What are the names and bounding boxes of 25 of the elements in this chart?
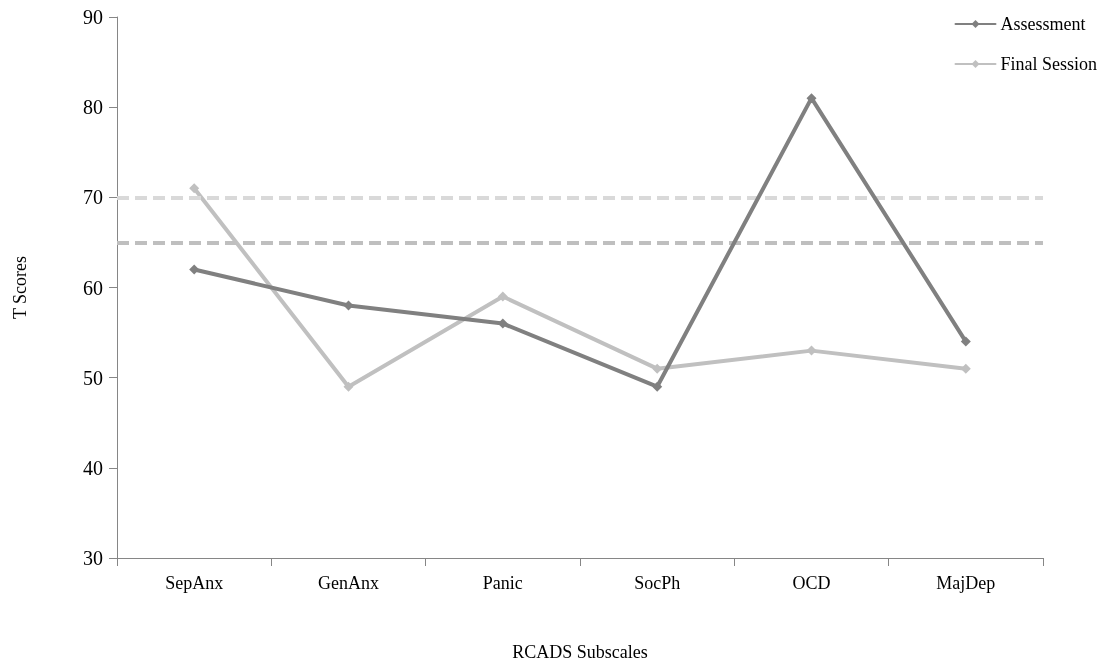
y-tick-label: 70 xyxy=(83,186,103,209)
y-tick-label: 60 xyxy=(83,276,103,299)
x-tick-label: OCD xyxy=(792,573,831,593)
legend-label: Final Session xyxy=(1000,54,1097,74)
legend-label: Assessment xyxy=(1000,14,1086,34)
x-tick-label: Panic xyxy=(482,573,523,593)
x-tick-label: MajDep xyxy=(936,573,996,593)
point xyxy=(652,381,663,392)
x-tick-label: GenAnx xyxy=(318,573,379,593)
point xyxy=(189,264,200,275)
y-tick-label: 80 xyxy=(83,96,103,119)
point xyxy=(189,183,200,194)
point xyxy=(806,345,817,356)
point xyxy=(806,93,817,104)
y-tick-label: 40 xyxy=(83,456,103,479)
x-tick-label: SocPh xyxy=(634,573,681,593)
x-axis-title: RCADS Subscales xyxy=(512,642,648,662)
y-tick-label: 90 xyxy=(83,6,103,28)
point xyxy=(960,336,971,347)
y-axis-title: T Scores xyxy=(10,255,30,320)
y-tick-label: 30 xyxy=(83,547,103,569)
point xyxy=(497,291,508,302)
point xyxy=(343,381,354,392)
x-tick-label: SepAnx xyxy=(165,573,224,593)
y-tick-label: 50 xyxy=(83,366,103,389)
